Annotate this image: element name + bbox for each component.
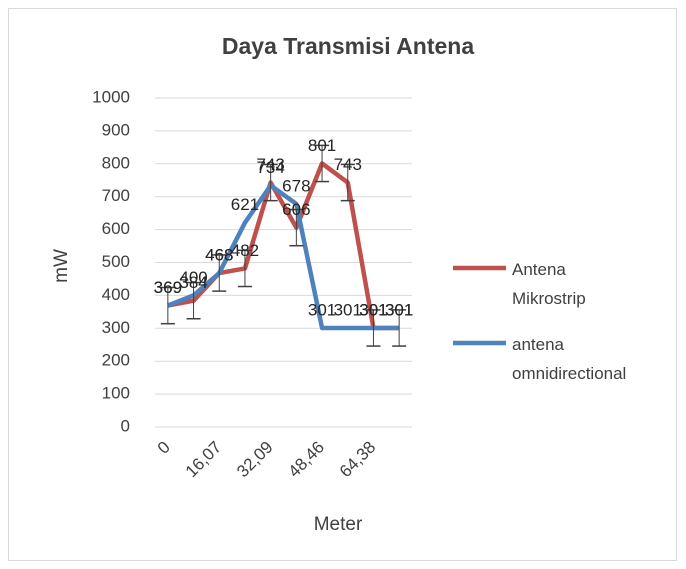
data-label: 384 (179, 273, 207, 292)
y-axis-label: mW (51, 249, 72, 283)
data-label: 301 (308, 300, 336, 319)
y-tick-label: 600 (102, 219, 130, 238)
data-label: 400 (179, 268, 207, 287)
y-tick-label: 200 (102, 351, 130, 370)
data-label: 743 (334, 155, 362, 174)
series-line (167, 183, 400, 331)
chart-border (8, 8, 677, 561)
data-label: 482 (231, 241, 259, 260)
y-tick-label: 1000 (92, 87, 130, 106)
data-label: 369 (154, 278, 182, 297)
chart-title: Daya Transmisi Antena (222, 33, 474, 59)
legend-label: antena omnidirectional (512, 335, 626, 383)
data-label: 301 (385, 300, 413, 319)
y-tick-label: 500 (102, 252, 130, 271)
data-label: 621 (231, 195, 259, 214)
data-label: 468 (205, 246, 233, 265)
x-axis-label: Meter (314, 514, 363, 535)
y-tick-label: 400 (102, 285, 130, 304)
y-tick-label: 300 (102, 318, 130, 337)
data-label: 606 (282, 200, 310, 219)
y-tick-label: 900 (102, 120, 130, 139)
data-label: 301 (359, 300, 387, 319)
data-label: 301 (334, 300, 362, 319)
y-tick-label: 700 (102, 186, 130, 205)
data-label: 678 (282, 176, 310, 195)
y-tick-label: 800 (102, 153, 130, 172)
data-label: 301 (359, 300, 387, 319)
data-label: 801 (308, 136, 336, 155)
y-tick-label: 100 (102, 384, 130, 403)
legend-label: Antena Mikrostrip (512, 260, 586, 308)
data-label: 301 (385, 300, 413, 319)
data-label: 369 (154, 278, 182, 297)
data-label: 734 (256, 158, 284, 177)
y-tick-label: 0 (121, 416, 130, 435)
data-label: 468 (205, 246, 233, 265)
data-label: 743 (256, 155, 284, 174)
